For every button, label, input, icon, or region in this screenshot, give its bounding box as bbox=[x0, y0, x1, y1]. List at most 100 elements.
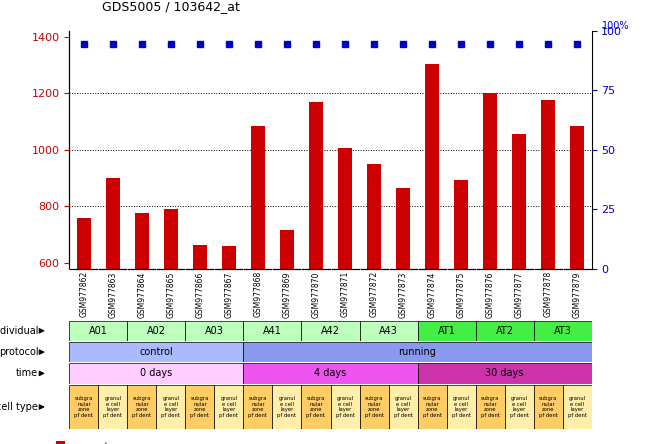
Text: GSM977862: GSM977862 bbox=[79, 271, 89, 317]
Bar bbox=[272, 385, 301, 429]
Bar bbox=[475, 385, 504, 429]
Bar bbox=[157, 385, 186, 429]
Bar bbox=[69, 385, 98, 429]
Text: GSM977864: GSM977864 bbox=[137, 271, 147, 317]
Text: AT1: AT1 bbox=[438, 326, 455, 336]
Bar bbox=[56, 441, 65, 444]
Bar bbox=[186, 321, 243, 341]
Bar bbox=[301, 385, 330, 429]
Bar bbox=[243, 321, 301, 341]
Text: GSM977868: GSM977868 bbox=[253, 271, 262, 317]
Bar bbox=[214, 385, 243, 429]
Bar bbox=[128, 385, 157, 429]
Bar bbox=[541, 100, 555, 269]
Text: GSM977865: GSM977865 bbox=[167, 271, 175, 317]
Bar bbox=[280, 230, 294, 269]
Text: granul
e cell
layer
pf dent: granul e cell layer pf dent bbox=[103, 396, 122, 418]
Text: GSM977877: GSM977877 bbox=[514, 271, 524, 317]
Text: GSM977879: GSM977879 bbox=[572, 271, 582, 317]
Text: A41: A41 bbox=[263, 326, 282, 336]
Bar bbox=[425, 63, 440, 269]
Bar bbox=[454, 179, 468, 269]
Bar bbox=[309, 102, 323, 269]
Bar bbox=[504, 385, 533, 429]
Text: GSM977875: GSM977875 bbox=[457, 271, 465, 317]
Bar bbox=[447, 385, 475, 429]
Text: subgra
nular
zone
pf dent: subgra nular zone pf dent bbox=[249, 396, 268, 418]
Text: GSM977869: GSM977869 bbox=[282, 271, 292, 317]
Bar bbox=[69, 363, 243, 384]
Text: count: count bbox=[79, 442, 109, 444]
Text: AT3: AT3 bbox=[554, 326, 572, 336]
Text: granul
e cell
layer
pf dent: granul e cell layer pf dent bbox=[278, 396, 297, 418]
Bar bbox=[570, 126, 584, 269]
Text: 100%: 100% bbox=[602, 20, 629, 31]
Text: A03: A03 bbox=[205, 326, 224, 336]
Bar bbox=[512, 134, 526, 269]
Text: GSM977866: GSM977866 bbox=[196, 271, 204, 317]
Text: 0 days: 0 days bbox=[140, 369, 173, 378]
Text: GSM977872: GSM977872 bbox=[369, 271, 379, 317]
Bar bbox=[418, 385, 447, 429]
Text: GSM977876: GSM977876 bbox=[486, 271, 494, 317]
Bar bbox=[360, 321, 418, 341]
Bar bbox=[533, 385, 563, 429]
Text: granul
e cell
layer
pf dent: granul e cell layer pf dent bbox=[451, 396, 471, 418]
Text: subgra
nular
zone
pf dent: subgra nular zone pf dent bbox=[132, 396, 151, 418]
Text: subgra
nular
zone
pf dent: subgra nular zone pf dent bbox=[539, 396, 558, 418]
Bar bbox=[475, 321, 533, 341]
Bar bbox=[243, 342, 592, 362]
Text: granul
e cell
layer
pf dent: granul e cell layer pf dent bbox=[336, 396, 354, 418]
Text: granul
e cell
layer
pf dent: granul e cell layer pf dent bbox=[510, 396, 529, 418]
Text: subgra
nular
zone
pf dent: subgra nular zone pf dent bbox=[307, 396, 325, 418]
Text: subgra
nular
zone
pf dent: subgra nular zone pf dent bbox=[190, 396, 210, 418]
Text: GSM977870: GSM977870 bbox=[311, 271, 321, 317]
Bar bbox=[164, 209, 178, 269]
Bar bbox=[221, 246, 236, 269]
Bar bbox=[243, 363, 418, 384]
Bar bbox=[69, 321, 128, 341]
Text: granul
e cell
layer
pf dent: granul e cell layer pf dent bbox=[393, 396, 412, 418]
Bar bbox=[106, 178, 120, 269]
Bar bbox=[418, 321, 475, 341]
Bar bbox=[563, 385, 592, 429]
Text: GSM977873: GSM977873 bbox=[399, 271, 408, 317]
Bar bbox=[396, 188, 410, 269]
Text: individual: individual bbox=[0, 326, 38, 336]
Text: GSM977871: GSM977871 bbox=[340, 271, 350, 317]
Text: AT2: AT2 bbox=[496, 326, 514, 336]
Bar bbox=[251, 126, 265, 269]
Text: subgra
nular
zone
pf dent: subgra nular zone pf dent bbox=[364, 396, 383, 418]
Text: subgra
nular
zone
pf dent: subgra nular zone pf dent bbox=[75, 396, 93, 418]
Text: A43: A43 bbox=[379, 326, 398, 336]
Text: GSM977867: GSM977867 bbox=[225, 271, 233, 317]
Text: GSM977878: GSM977878 bbox=[543, 271, 553, 317]
Text: time: time bbox=[17, 369, 38, 378]
Text: GDS5005 / 103642_at: GDS5005 / 103642_at bbox=[102, 0, 241, 13]
Text: subgra
nular
zone
pf dent: subgra nular zone pf dent bbox=[481, 396, 500, 418]
Bar bbox=[135, 214, 149, 269]
Bar bbox=[533, 321, 592, 341]
Bar bbox=[77, 218, 91, 269]
Bar bbox=[483, 93, 497, 269]
Bar bbox=[243, 385, 272, 429]
Text: A01: A01 bbox=[89, 326, 108, 336]
Bar bbox=[367, 164, 381, 269]
Bar bbox=[360, 385, 389, 429]
Text: subgra
nular
zone
pf dent: subgra nular zone pf dent bbox=[422, 396, 442, 418]
Text: 30 days: 30 days bbox=[485, 369, 524, 378]
Bar bbox=[128, 321, 186, 341]
Bar bbox=[338, 148, 352, 269]
Text: granul
e cell
layer
pf dent: granul e cell layer pf dent bbox=[219, 396, 239, 418]
Bar bbox=[69, 342, 243, 362]
Bar bbox=[193, 245, 207, 269]
Text: protocol: protocol bbox=[0, 347, 38, 357]
Bar bbox=[418, 363, 592, 384]
Text: control: control bbox=[139, 347, 173, 357]
Text: A42: A42 bbox=[321, 326, 340, 336]
Text: granul
e cell
layer
pf dent: granul e cell layer pf dent bbox=[568, 396, 586, 418]
Text: granul
e cell
layer
pf dent: granul e cell layer pf dent bbox=[161, 396, 180, 418]
Text: 4 days: 4 days bbox=[315, 369, 346, 378]
Bar bbox=[330, 385, 360, 429]
Text: A02: A02 bbox=[147, 326, 166, 336]
